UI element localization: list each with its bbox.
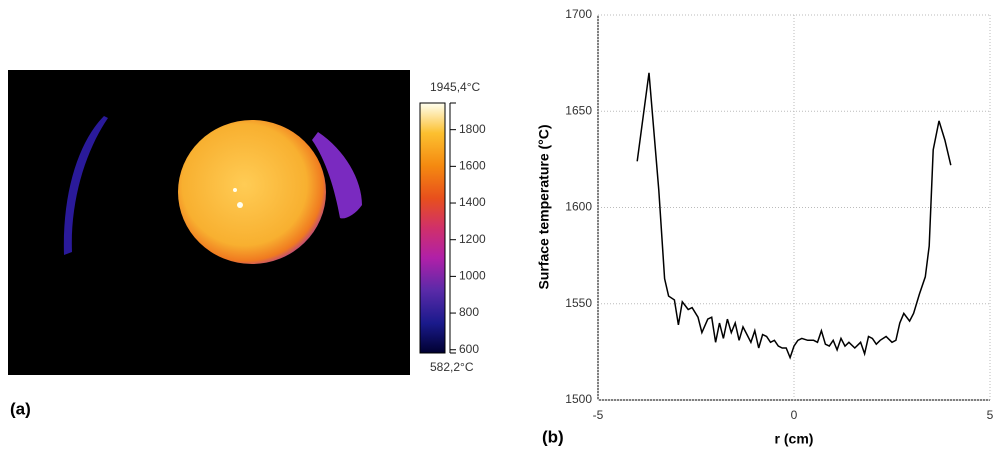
- data-line: [636, 72, 952, 360]
- thermal-image: [8, 70, 410, 375]
- hot-spot: [233, 188, 237, 192]
- panel-label: (b): [542, 427, 564, 446]
- hot-spot: [237, 202, 243, 208]
- y-tick-label: 1550: [565, 296, 592, 310]
- y-tick-label: 1700: [565, 7, 592, 21]
- colorbar-tick-label: 800: [459, 305, 479, 319]
- colorbar-max-label: 1945,4°C: [430, 80, 481, 94]
- y-tick-label: 1500: [565, 392, 592, 406]
- hot-region: [312, 132, 362, 219]
- y-tick-label: 1600: [565, 200, 592, 214]
- y-tick-label: 1650: [565, 103, 592, 117]
- x-tick-label: 5: [987, 408, 993, 422]
- panel-label: (a): [10, 399, 31, 418]
- hot-region: [178, 120, 326, 264]
- colorbar: [419, 102, 446, 354]
- colorbar-tick-label: 1000: [459, 269, 486, 283]
- colorbar-min-label: 582,2°C: [430, 360, 474, 374]
- x-tick-label: -5: [593, 408, 604, 422]
- colorbar-tick-label: 1800: [459, 122, 486, 136]
- colorbar-tick-label: 1200: [459, 232, 486, 246]
- colorbar-tick-label: 1400: [459, 195, 486, 209]
- colorbar-tick-label: 1600: [459, 159, 486, 173]
- y-axis-label: Surface temperature (°C): [536, 124, 552, 289]
- hot-region: [63, 116, 108, 255]
- colorbar-tick-label: 600: [459, 342, 479, 356]
- x-axis-label: r (cm): [775, 431, 814, 447]
- x-tick-label: 0: [791, 408, 798, 422]
